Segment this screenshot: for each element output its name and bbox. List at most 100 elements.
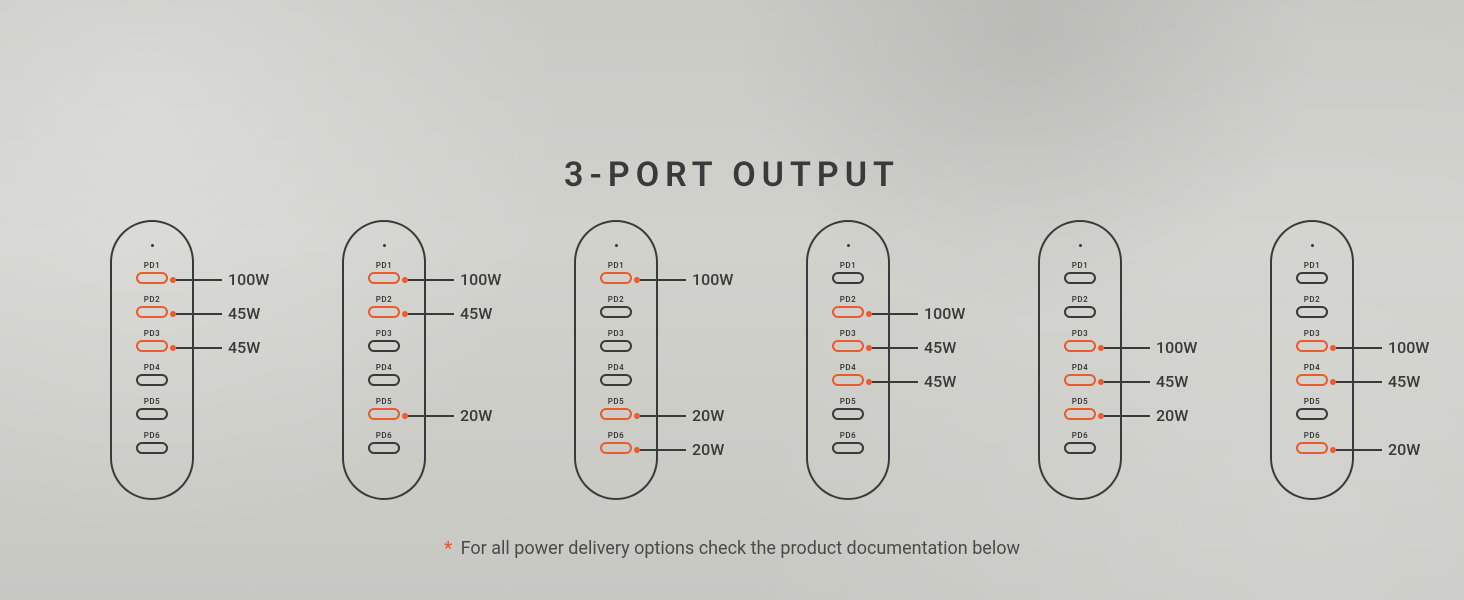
power-callout: 20W [634, 440, 724, 459]
usb-c-port: PD3100W [1272, 323, 1352, 357]
port-label: PD5 [376, 397, 392, 406]
usb-c-port: PD520W [344, 391, 424, 425]
wattage-label: 20W [692, 440, 724, 459]
port-label: PD5 [144, 397, 160, 406]
port-label: PD1 [608, 261, 624, 270]
power-callout: 100W [866, 304, 965, 323]
port-label: PD3 [1304, 329, 1320, 338]
power-callout: 20W [634, 406, 724, 425]
usb-c-port: PD345W [808, 323, 888, 357]
callout-line [408, 313, 454, 315]
callout-line [640, 449, 686, 451]
usb-c-port: PD445W [808, 357, 888, 391]
port-label: PD1 [1072, 261, 1088, 270]
callout-line [1104, 381, 1150, 383]
usb-c-port: PD1 [1272, 255, 1352, 289]
footnote: * For all power delivery options check t… [0, 538, 1464, 559]
usb-c-port-icon [136, 272, 168, 284]
port-label: PD6 [840, 431, 856, 440]
wattage-label: 45W [228, 304, 260, 323]
power-callout: 100W [1098, 338, 1197, 357]
usb-c-port-icon [1064, 408, 1096, 420]
callout-line [872, 313, 918, 315]
led-icon [1311, 244, 1314, 247]
power-callout: 45W [866, 372, 956, 391]
port-label: PD3 [144, 329, 160, 338]
power-callout: 20W [1098, 406, 1188, 425]
power-callout: 45W [170, 338, 260, 357]
power-callout: 45W [170, 304, 260, 323]
usb-c-port: PD5 [808, 391, 888, 425]
page-title: 3-PORT OUTPUT [0, 155, 1464, 195]
callout-line [1336, 381, 1382, 383]
power-callout: 45W [402, 304, 492, 323]
charger: PD1 PD2100WPD345WPD445WPD5 PD6 [806, 220, 890, 500]
usb-c-port: PD1100W [344, 255, 424, 289]
power-callout: 45W [1098, 372, 1188, 391]
footnote-text: For all power delivery options check the… [461, 538, 1020, 559]
charger: PD1100WPD245WPD3PD4PD520WPD6 [342, 220, 426, 500]
usb-c-port-icon [832, 340, 864, 352]
led-icon [151, 244, 154, 247]
callout-line [176, 279, 222, 281]
callout-line [1336, 449, 1382, 451]
usb-c-port: PD2 [1272, 289, 1352, 323]
usb-c-port-icon [1296, 374, 1328, 386]
charger: PD1100WPD245WPD345WPD4PD5PD6 [110, 220, 194, 500]
port-label: PD3 [1072, 329, 1088, 338]
usb-c-port-icon [368, 374, 400, 386]
usb-c-port: PD5 [1272, 391, 1352, 425]
callout-line [872, 347, 918, 349]
port-label: PD2 [1072, 295, 1088, 304]
usb-c-port: PD4 [112, 357, 192, 391]
wattage-label: 45W [924, 372, 956, 391]
usb-c-port-icon [368, 340, 400, 352]
callout-line [176, 347, 222, 349]
usb-c-port-icon [600, 442, 632, 454]
port-label: PD2 [840, 295, 856, 304]
port-label: PD2 [376, 295, 392, 304]
wattage-label: 100W [460, 270, 501, 289]
power-callout: 45W [1330, 372, 1420, 391]
callout-line [408, 279, 454, 281]
port-label: PD5 [608, 397, 624, 406]
usb-c-port: PD245W [344, 289, 424, 323]
port-label: PD4 [1304, 363, 1320, 372]
port-label: PD4 [608, 363, 624, 372]
usb-c-port-icon [368, 408, 400, 420]
usb-c-port-icon [1296, 272, 1328, 284]
usb-c-port: PD245W [112, 289, 192, 323]
port-label: PD3 [376, 329, 392, 338]
usb-c-port: PD445W [1272, 357, 1352, 391]
usb-c-port: PD2100W [808, 289, 888, 323]
port-label: PD4 [840, 363, 856, 372]
usb-c-port-icon [136, 306, 168, 318]
charger: PD1100WPD2PD3PD4PD520WPD620W [574, 220, 658, 500]
usb-c-port-icon [1296, 306, 1328, 318]
usb-c-port: PD6 [1040, 425, 1120, 459]
wattage-label: 20W [1388, 440, 1420, 459]
port-label: PD1 [840, 261, 856, 270]
charger-body: PD1100WPD2PD3PD4PD520WPD620W [574, 220, 658, 500]
wattage-label: 45W [228, 338, 260, 357]
usb-c-port: PD520W [576, 391, 656, 425]
usb-c-port: PD6 [808, 425, 888, 459]
led-icon [1079, 244, 1082, 247]
usb-c-port: PD620W [576, 425, 656, 459]
usb-c-port: PD445W [1040, 357, 1120, 391]
callout-line [640, 279, 686, 281]
port-label: PD2 [1304, 295, 1320, 304]
usb-c-port: PD1100W [112, 255, 192, 289]
charger-body: PD1PD2PD3100WPD445WPD520WPD6 [1038, 220, 1122, 500]
usb-c-port-icon [832, 374, 864, 386]
power-callout: 45W [866, 338, 956, 357]
charger-body: PD1 PD2100WPD345WPD445WPD5 PD6 [806, 220, 890, 500]
wattage-label: 45W [1388, 372, 1420, 391]
usb-c-port-icon [368, 442, 400, 454]
wattage-label: 100W [228, 270, 269, 289]
callout-line [176, 313, 222, 315]
usb-c-port: PD3 [344, 323, 424, 357]
usb-c-port-icon [1296, 408, 1328, 420]
port-label: PD6 [1304, 431, 1320, 440]
port-label: PD4 [1072, 363, 1088, 372]
